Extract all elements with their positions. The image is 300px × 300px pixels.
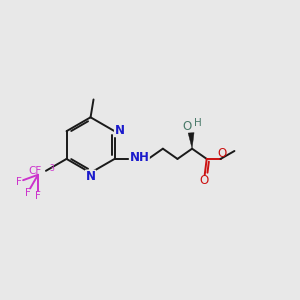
Text: O: O (217, 148, 226, 160)
Text: 3: 3 (50, 164, 55, 173)
Text: F: F (16, 177, 21, 187)
Text: NH: NH (129, 152, 149, 164)
Text: O: O (199, 174, 208, 187)
Text: F: F (35, 190, 41, 201)
Text: F: F (25, 188, 31, 198)
Text: H: H (194, 118, 202, 128)
Text: O: O (182, 120, 192, 134)
Text: N: N (115, 124, 124, 137)
Polygon shape (188, 133, 194, 149)
Text: CF: CF (29, 166, 42, 176)
Text: N: N (85, 170, 96, 183)
